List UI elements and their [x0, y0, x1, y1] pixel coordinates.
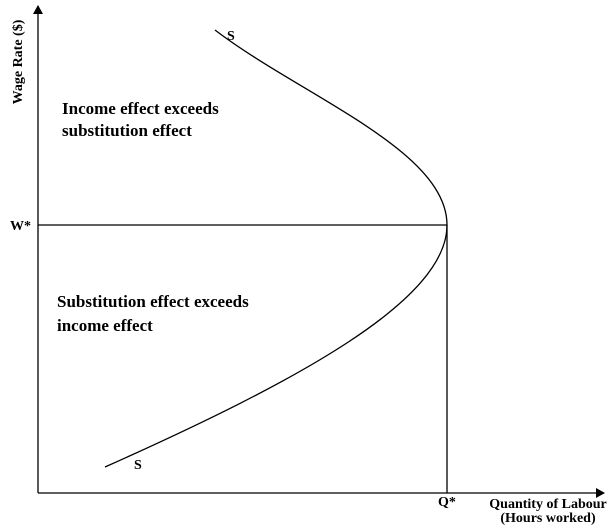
region-text: Substitution effect exceeds	[57, 292, 249, 311]
region-text: Income effect exceeds	[62, 99, 219, 118]
curve-label: S	[227, 29, 235, 44]
x-axis-label: Quantity of Labour	[489, 497, 606, 512]
supply-curve	[104, 29, 448, 468]
curve-label: S	[134, 458, 142, 473]
y-axis-label: Wage Rate ($)	[11, 19, 26, 104]
region-text: substitution effect	[62, 121, 192, 140]
q-star-label: Q*	[438, 495, 456, 510]
region-text: income effect	[57, 316, 153, 335]
x-axis-label: (Hours worked)	[500, 511, 596, 526]
w-star-label: W*	[10, 219, 31, 234]
